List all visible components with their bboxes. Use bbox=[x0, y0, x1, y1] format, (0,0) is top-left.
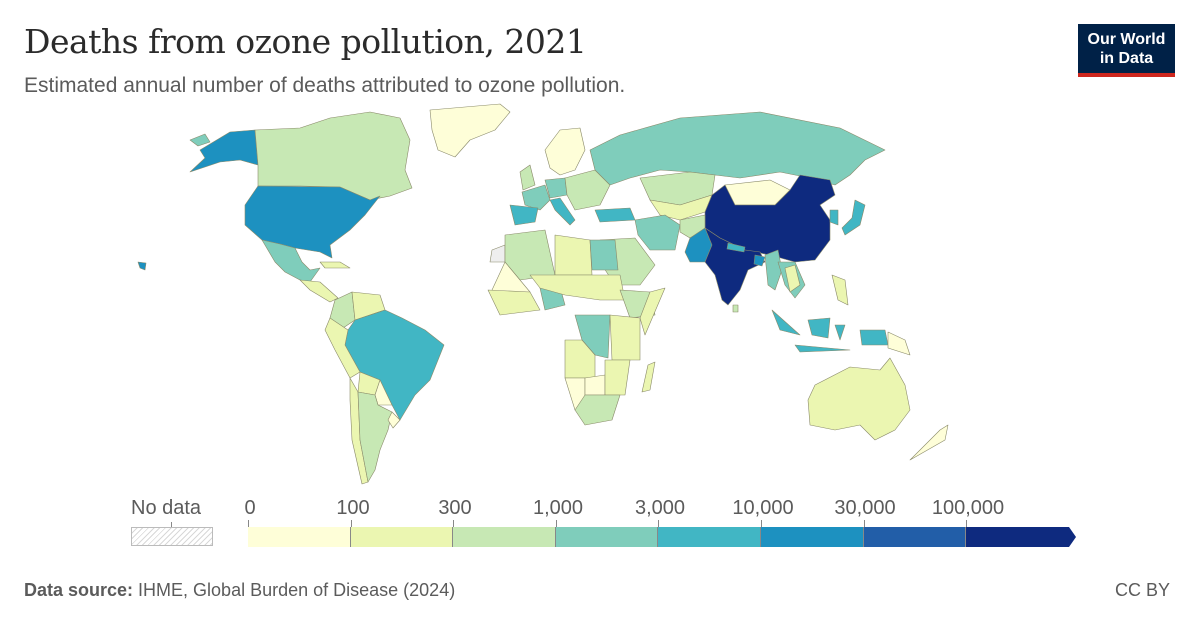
legend-arrow-icon bbox=[1068, 527, 1076, 547]
country-italy[interactable] bbox=[549, 197, 576, 226]
legend-color-scale bbox=[248, 527, 1076, 547]
country-bangladesh[interactable] bbox=[753, 254, 766, 267]
country-norway-sweden[interactable] bbox=[544, 127, 586, 176]
country-papua-new-guinea[interactable] bbox=[887, 331, 911, 356]
country-usa-hawaii[interactable] bbox=[137, 261, 147, 271]
legend-tick-2: 300 bbox=[438, 497, 472, 519]
legend-tick-mark bbox=[453, 520, 454, 527]
license-link[interactable]: CC BY bbox=[1114, 580, 1170, 600]
legend-no-data-tick bbox=[171, 522, 172, 527]
country-south-africa[interactable] bbox=[574, 394, 621, 426]
legend-tick-mark bbox=[248, 520, 249, 527]
country-turkey[interactable] bbox=[594, 207, 636, 223]
country-indonesia[interactable] bbox=[771, 309, 889, 353]
legend-tick-6: 30,000 bbox=[834, 497, 896, 519]
legend-bin-2[interactable] bbox=[453, 527, 556, 547]
data-source: Data source: IHME, Global Burden of Dise… bbox=[24, 580, 455, 601]
legend-no-data-label: No data bbox=[131, 497, 202, 519]
country-egypt[interactable] bbox=[589, 239, 619, 271]
country-sri-lanka[interactable] bbox=[732, 304, 739, 313]
legend-tick-5: 10,000 bbox=[732, 497, 794, 519]
country-india[interactable] bbox=[704, 227, 766, 306]
country-uk[interactable] bbox=[519, 164, 536, 191]
legend-tick-mark bbox=[351, 520, 352, 527]
country-france[interactable] bbox=[521, 184, 551, 211]
logo-line-2: in Data bbox=[1099, 50, 1154, 67]
country-iran[interactable] bbox=[634, 214, 681, 251]
country-uruguay[interactable] bbox=[387, 411, 401, 429]
legend-tick-mark bbox=[556, 520, 557, 527]
legend-bin-6[interactable] bbox=[863, 527, 967, 547]
legend-tick-mark bbox=[761, 520, 762, 527]
region-east-africa[interactable] bbox=[609, 314, 641, 361]
country-argentina[interactable] bbox=[357, 391, 393, 483]
legend-no-data-swatch[interactable] bbox=[131, 527, 213, 546]
country-russia-chukotka[interactable] bbox=[189, 133, 211, 147]
country-libya[interactable] bbox=[554, 234, 593, 276]
country-angola[interactable] bbox=[564, 339, 596, 379]
country-cuba[interactable] bbox=[319, 261, 351, 269]
country-nepal[interactable] bbox=[726, 242, 746, 253]
country-greenland[interactable] bbox=[429, 103, 511, 158]
legend-tick-3: 1,000 bbox=[532, 497, 584, 519]
region-mozambique-zimbabwe[interactable] bbox=[604, 359, 631, 396]
legend-bin-4[interactable] bbox=[658, 527, 761, 547]
legend-tick-4: 3,000 bbox=[634, 497, 686, 519]
country-botswana[interactable] bbox=[584, 374, 606, 396]
country-laos-cambodia[interactable] bbox=[784, 264, 801, 293]
country-colombia[interactable] bbox=[329, 291, 356, 331]
legend-bin-1[interactable] bbox=[350, 527, 454, 547]
legend-bin-7[interactable] bbox=[966, 527, 1069, 547]
data-source-label: Data source: bbox=[24, 580, 134, 600]
legend-tick-mark bbox=[966, 520, 967, 527]
country-madagascar[interactable] bbox=[641, 361, 656, 393]
legend-tick-0: 0 bbox=[244, 497, 256, 519]
country-dr-congo[interactable] bbox=[574, 314, 611, 359]
country-somalia[interactable] bbox=[639, 287, 666, 336]
legend-tick-1: 100 bbox=[336, 497, 370, 519]
legend-tick-mark bbox=[864, 520, 865, 527]
legend-bin-3[interactable] bbox=[555, 527, 659, 547]
country-philippines[interactable] bbox=[831, 274, 849, 306]
country-usa-alaska[interactable] bbox=[189, 129, 259, 173]
region-west-africa[interactable] bbox=[487, 289, 541, 316]
country-western-sahara[interactable] bbox=[489, 244, 506, 263]
chart-subtitle: Estimated annual number of deaths attrib… bbox=[24, 74, 626, 97]
chart-title: Deaths from ozone pollution, 2021 bbox=[24, 22, 587, 61]
country-south-korea[interactable] bbox=[829, 209, 839, 226]
legend-tick-7: 100,000 bbox=[931, 497, 1005, 519]
legend-bin-0[interactable] bbox=[248, 527, 351, 547]
legend-tick-mark bbox=[658, 520, 659, 527]
country-peru[interactable] bbox=[324, 317, 361, 379]
owid-logo[interactable]: Our World in Data bbox=[1078, 24, 1175, 77]
country-japan[interactable] bbox=[841, 199, 866, 236]
logo-line-1: Our World bbox=[1087, 31, 1166, 48]
country-australia[interactable] bbox=[807, 357, 911, 441]
country-new-zealand[interactable] bbox=[909, 424, 949, 461]
country-usa[interactable] bbox=[244, 185, 381, 259]
country-mexico[interactable] bbox=[261, 239, 321, 283]
data-source-text: IHME, Global Burden of Disease (2024) bbox=[133, 580, 456, 600]
region-central-america[interactable] bbox=[299, 279, 339, 303]
country-spain[interactable] bbox=[509, 204, 539, 226]
world-map bbox=[137, 103, 949, 485]
legend-bin-5[interactable] bbox=[760, 527, 864, 547]
country-russia[interactable] bbox=[589, 111, 886, 186]
country-myanmar[interactable] bbox=[764, 249, 783, 291]
